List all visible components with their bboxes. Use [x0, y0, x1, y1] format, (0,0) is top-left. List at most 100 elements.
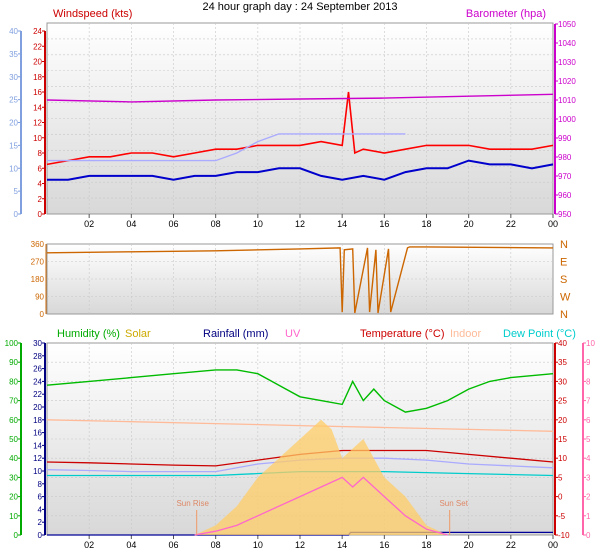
humidity-axis-tick-label: 40	[9, 454, 18, 463]
barometer-axis-tick-label: 1000	[558, 115, 576, 124]
wind-xtick-label: 02	[84, 219, 94, 229]
sunrise-label: Sun Rise	[176, 499, 209, 508]
humidity-axis-tick-label: 70	[9, 397, 18, 406]
multi-xtick-label: 20	[464, 540, 474, 550]
uv-axis-tick-label: 4	[586, 454, 591, 463]
uv-axis-tick-label: 9	[586, 358, 591, 367]
wind-axis-blue-tick-label: 5	[14, 187, 19, 196]
temperature-axis-tick-label: 25	[558, 397, 567, 406]
rainfall-axis-tick-label: 8	[38, 480, 43, 489]
multi-xtick-label: 18	[421, 540, 431, 550]
solar-label: Solar	[125, 328, 151, 340]
multi-xtick-label: 10	[253, 540, 263, 550]
dewpoint-label: Dew Point (°C)	[503, 328, 576, 340]
multi-xtick-label: 04	[126, 540, 136, 550]
wind-series-1	[46, 93, 554, 103]
humidity-axis-tick-label: 0	[14, 531, 19, 540]
rainfall-axis-tick-label: 10	[33, 467, 42, 476]
uv-axis-tick-label: 1	[586, 512, 591, 521]
barometer-axis-tick-label: 950	[558, 210, 572, 219]
wind-axis-red-tick-label: 14	[33, 103, 42, 112]
rainfall-label: Rainfall (mm)	[203, 328, 268, 340]
rainfall-axis-tick-label: 0	[38, 531, 43, 540]
barometer-label: Barometer (hpa)	[466, 8, 546, 20]
wind-axis-red-tick-label: 18	[33, 73, 42, 82]
rainfall-axis-tick-label: 2	[38, 518, 43, 527]
wind-xtick-label: 18	[421, 219, 431, 229]
humidity-axis-tick-label: 100	[5, 339, 19, 348]
humidity-axis-tick-label: 30	[9, 473, 18, 482]
multi-xtick-label: 16	[379, 540, 389, 550]
temperature-axis-tick-label: 20	[558, 416, 567, 425]
temperature-axis-tick-label: 40	[558, 339, 567, 348]
wind-xtick-label: 14	[337, 219, 347, 229]
direction-compass-label: S	[560, 274, 567, 286]
barometer-axis-tick-label: 1010	[558, 96, 576, 105]
wind-xtick-label: 10	[253, 219, 263, 229]
direction-compass-label: N	[560, 309, 568, 321]
barometer-axis-tick-label: 960	[558, 191, 572, 200]
wind-xtick-label: 06	[168, 219, 178, 229]
indoor-label: Indoor	[450, 328, 482, 340]
uv-axis-tick-label: 0	[586, 531, 591, 540]
humidity-axis-tick-label: 20	[9, 493, 18, 502]
uv-axis-tick-label: 7	[586, 397, 591, 406]
barometer-axis-tick-label: 980	[558, 153, 572, 162]
rainfall-axis-tick-label: 6	[38, 493, 43, 502]
humidity-label: Humidity (%)	[57, 328, 120, 340]
rainfall-axis-tick-label: 18	[33, 416, 42, 425]
wind-axis-red-tick-label: 2	[38, 195, 43, 204]
wind-axis-red-tick-label: 8	[38, 149, 43, 158]
direction-compass-label: N	[560, 239, 568, 251]
wind-xtick-label: 00	[548, 219, 558, 229]
barometer-axis-tick-label: 990	[558, 134, 572, 143]
wind-axis-blue-tick-label: 10	[9, 164, 18, 173]
solar-area	[194, 419, 448, 535]
wind-axis-red-tick-label: 12	[33, 119, 42, 128]
temperature-axis-tick-label: -10	[558, 531, 570, 540]
multi-xtick-label: 02	[84, 540, 94, 550]
multi-xtick-label: 14	[337, 540, 347, 550]
wind-axis-red-tick-label: 10	[33, 134, 42, 143]
rainfall-axis-tick-label: 4	[38, 505, 43, 514]
wind-axis-red-tick-label: 20	[33, 58, 42, 67]
direction-compass-label: E	[560, 257, 567, 269]
temperature-label: Temperature (°C)	[360, 328, 444, 340]
uv-label: UV	[285, 328, 301, 340]
humidity-axis-tick-label: 90	[9, 358, 18, 367]
multi-xtick-label: 12	[295, 540, 305, 550]
temperature-axis-tick-label: -5	[558, 512, 566, 521]
chart-title: 24 hour graph day : 24 September 2013	[202, 1, 397, 13]
temperature-axis-tick-label: 10	[558, 454, 567, 463]
multi-xtick-label: 08	[211, 540, 221, 550]
humidity-axis-tick-label: 50	[9, 435, 18, 444]
barometer-axis-tick-label: 1030	[558, 58, 576, 67]
wind-xtick-label: 16	[379, 219, 389, 229]
direction-tick-label: 90	[35, 293, 44, 302]
wind-xtick-label: 12	[295, 219, 305, 229]
multi-xtick-label: 06	[168, 540, 178, 550]
wind-xtick-label: 20	[464, 219, 474, 229]
humidity-axis-tick-label: 10	[9, 512, 18, 521]
wind-series-0	[46, 91, 554, 166]
rainfall-axis-tick-label: 24	[33, 377, 42, 386]
direction-tick-label: 270	[31, 258, 45, 267]
direction-tick-label: 0	[40, 310, 45, 319]
multi-xtick-label: 22	[506, 540, 516, 550]
wind-axis-red-tick-label: 24	[33, 27, 42, 36]
temperature-axis-tick-label: 0	[558, 493, 563, 502]
wind-series-2	[47, 159, 554, 181]
uv-axis-tick-label: 6	[586, 416, 591, 425]
temperature-axis-tick-label: 5	[558, 473, 563, 482]
barometer-axis-tick-label: 1020	[558, 77, 576, 86]
wind-axis-blue-tick-label: 0	[14, 210, 19, 219]
direction-compass-label: W	[560, 292, 571, 304]
wind-xtick-label: 04	[126, 219, 136, 229]
rainfall-axis-tick-label: 28	[33, 352, 42, 361]
wind-axis-blue-tick-label: 35	[9, 50, 18, 59]
wind-axis-blue-tick-label: 20	[9, 119, 18, 128]
barometer-axis-tick-label: 970	[558, 172, 572, 181]
multi-xtick-label: 00	[548, 540, 558, 550]
wind-axis-red-tick-label: 6	[38, 164, 43, 173]
wind-axis-red-tick-label: 22	[33, 42, 42, 51]
